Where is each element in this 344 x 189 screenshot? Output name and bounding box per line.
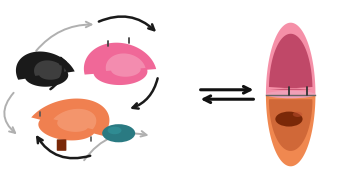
Circle shape: [275, 112, 303, 127]
Polygon shape: [53, 109, 96, 132]
Polygon shape: [266, 94, 315, 166]
Circle shape: [108, 127, 121, 134]
Circle shape: [293, 112, 302, 117]
Ellipse shape: [266, 91, 315, 98]
Polygon shape: [269, 34, 312, 90]
Polygon shape: [31, 98, 109, 140]
Polygon shape: [84, 43, 156, 85]
Polygon shape: [16, 52, 75, 87]
Polygon shape: [106, 53, 146, 77]
FancyBboxPatch shape: [57, 139, 66, 151]
Polygon shape: [266, 23, 315, 94]
Circle shape: [102, 124, 135, 142]
Polygon shape: [269, 99, 312, 151]
Polygon shape: [34, 60, 66, 80]
